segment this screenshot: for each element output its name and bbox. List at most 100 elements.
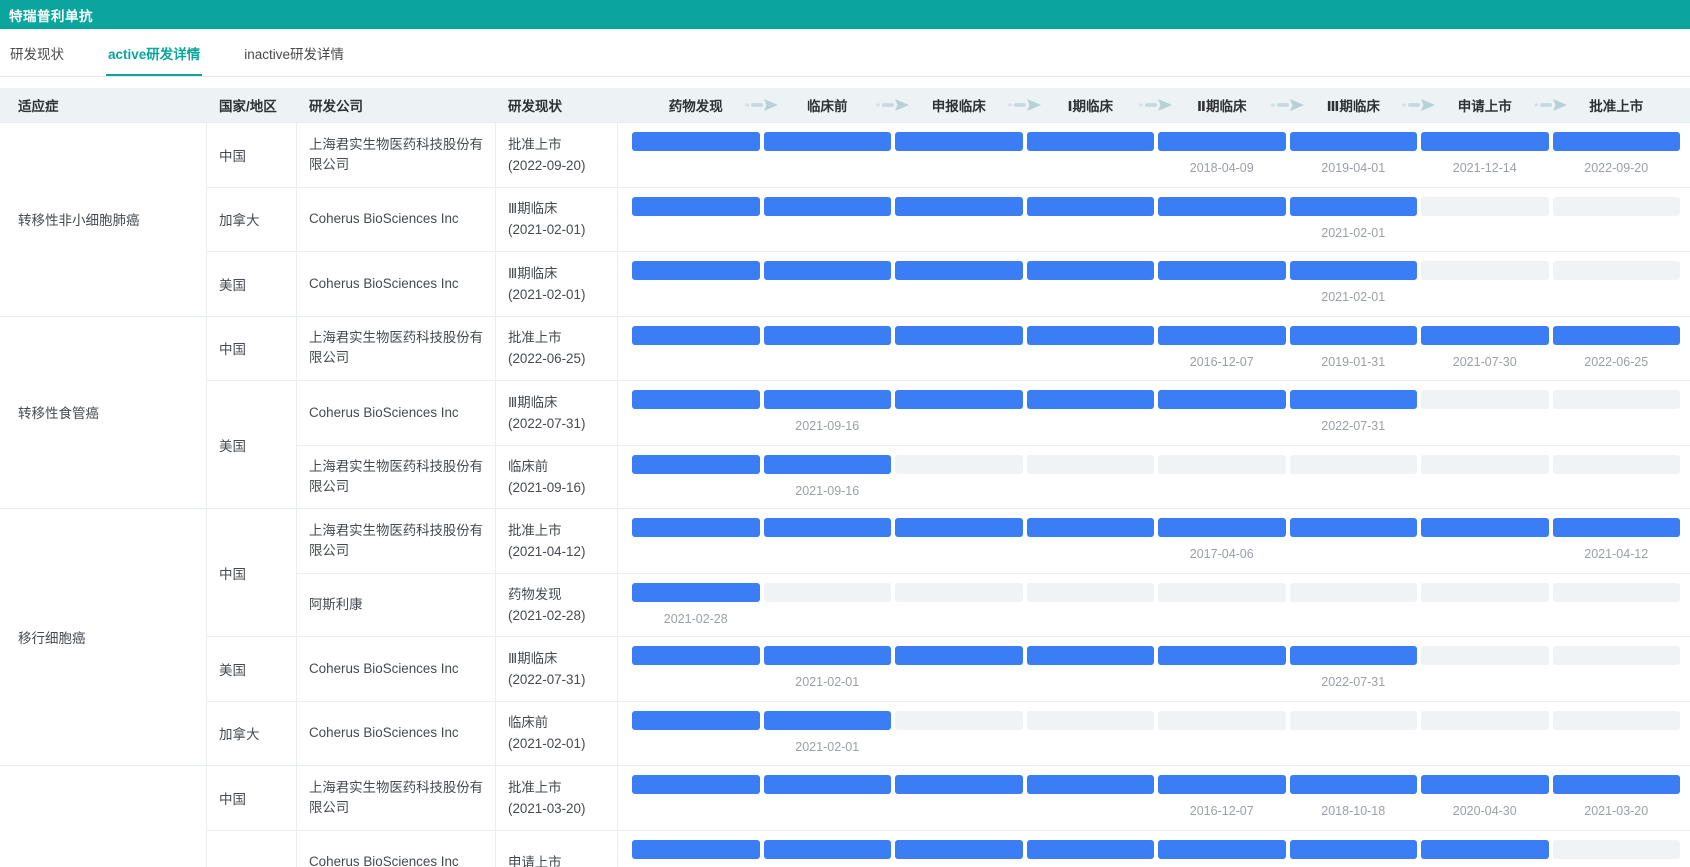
- stage-bar-6: [1289, 454, 1417, 474]
- stage-bar-2: [763, 132, 891, 151]
- stage-bar-2: [763, 196, 891, 216]
- stage-bar-4: [1026, 775, 1154, 794]
- table-row: 上海君实生物医药科技股份有限公司 批准上市 (2022-06-25) 2016-12-…: [297, 316, 1690, 381]
- stage-bars: [630, 839, 1682, 859]
- stage-dates: 2021-02-01: [630, 290, 1682, 306]
- company-name: 上海君实生物医药科技股份有限公司: [309, 458, 484, 494]
- col-header-country: 国家/地区: [219, 99, 277, 114]
- company-cell: 上海君实生物医药科技股份有限公司: [297, 509, 496, 573]
- status-date: (2021-03-20): [508, 800, 586, 816]
- stage-bars: [630, 261, 1682, 280]
- status-date: (2021-02-01): [508, 222, 586, 238]
- company-cell: Coherus BioSciences Inc: [297, 830, 496, 867]
- country-block: Coherus BioSciences Inc 申请上市: [207, 829, 1690, 867]
- stage-bar-1: [632, 454, 760, 474]
- stage-arrow-icon: [876, 99, 909, 111]
- group-rows: 中国 上海君实生物医药科技股份有限公司 批准上市 (2021-04-12) 2017-0…: [207, 509, 1690, 765]
- stage-header-label: Ⅲ期临床: [1326, 99, 1380, 114]
- tab-active-rd-detail[interactable]: active研发详情: [106, 43, 203, 76]
- indication-cell: [0, 766, 207, 867]
- stage-bar-2: [763, 710, 891, 730]
- stage-arrow-icon: [1139, 99, 1173, 112]
- stage-bar-5: [1158, 646, 1286, 665]
- stage-dates: 2021-02-01: [630, 226, 1682, 242]
- stage-date-label: 2017-04-06: [1189, 547, 1254, 561]
- stage-dates: 2021-02-01 2022-07-31: [630, 675, 1682, 691]
- stage-date-label: 2016-12-07: [1189, 804, 1254, 818]
- country-rows: Coherus BioSciences Inc Ⅲ期临床 (2021-02-01) 2…: [297, 187, 1690, 251]
- stage-bars: [630, 454, 1682, 474]
- stage-date-label: 2022-09-20: [1584, 161, 1649, 175]
- stage-date-label: 2016-12-07: [1189, 354, 1254, 369]
- stage-header-label: 申报临床: [931, 99, 986, 114]
- stage-bar-4: [1026, 196, 1154, 216]
- stage-date-label: 2021-02-01: [1321, 225, 1386, 240]
- country-rows: 上海君实生物医药科技股份有限公司 批准上市 (2021-03-20) 2016-12-…: [297, 766, 1690, 830]
- stage-progress-chart: 2016-12-07 2019-01-31 2021-07-30 2022-06-25: [618, 317, 1690, 381]
- country-block: 中国 上海君实生物医药科技股份有限公司 批准上市 (2022-09-20) 2018-0…: [207, 123, 1690, 187]
- country-block: 加拿大 Coherus BioSciences Inc 临床前 (2021-02-01…: [207, 700, 1690, 766]
- company-cell: 阿斯利康: [297, 573, 496, 636]
- stage-bar-5: [1158, 518, 1286, 537]
- stage-bar-4: [1026, 646, 1154, 665]
- country-block: 美国 Coherus BioSciences Inc Ⅲ期临床 (2021-02-01…: [207, 251, 1690, 316]
- country-cell: 加拿大: [207, 187, 297, 251]
- status-date: (2021-02-28): [508, 607, 586, 623]
- country-rows: Coherus BioSciences Inc Ⅲ期临床 (2022-07-31) 2…: [297, 637, 1690, 701]
- stage-progress-chart: 2016-12-07 2018-10-18 2020-04-30 2021-03-20: [618, 766, 1690, 830]
- stage-bar-2: [763, 518, 891, 537]
- stage-bar-1: [632, 390, 760, 409]
- country-cell: 美国: [207, 252, 297, 316]
- status-date: (2022-07-31): [508, 671, 586, 687]
- stage-arrow-icon: [1533, 99, 1568, 112]
- stage-arrow-icon: [1270, 99, 1304, 111]
- stage-bar-6: [1289, 775, 1417, 794]
- stage-date-label: 2021-09-16: [795, 419, 860, 433]
- stage-date-label: 2022-07-31: [1321, 419, 1386, 433]
- country-block: 中国 上海君实生物医药科技股份有限公司 批准上市 (2022-06-25) 2016-1…: [207, 316, 1690, 381]
- stage-bar-4: [1026, 710, 1154, 730]
- indication-group: 移行细胞癌 中国 上海君实生物医药科技股份有限公司 批准上市 (2021-04-12) 2…: [0, 508, 1690, 765]
- col-header-status: 研发现状: [508, 99, 562, 114]
- stage-arrow-icon: [1139, 99, 1172, 111]
- status-stage: 临床前: [508, 715, 549, 731]
- stage-date-label: 2021-02-01: [1321, 290, 1386, 304]
- stage-bar-8: [1552, 132, 1680, 151]
- table-row: Coherus BioSciences Inc Ⅲ期临床 (2022-07-31) 2…: [297, 637, 1690, 701]
- stage-bar-1: [632, 710, 760, 730]
- stage-bar-7: [1421, 710, 1549, 730]
- stage-bar-8: [1552, 261, 1680, 280]
- stage-bar-7: [1421, 261, 1549, 280]
- status-date: (2021-04-12): [508, 543, 586, 559]
- stage-bar-2: [763, 582, 891, 602]
- table-row: 上海君实生物医药科技股份有限公司 批准上市 (2022-09-20) 2018-04-…: [297, 123, 1690, 187]
- company-cell: Coherus BioSciences Inc: [297, 637, 496, 701]
- tab-rd-status[interactable]: 研发现状: [10, 47, 64, 62]
- stage-bar-4: [1026, 390, 1154, 409]
- stage-date-label: 2018-04-09: [1189, 161, 1254, 175]
- stage-header-cell: 申请上市: [1402, 88, 1551, 122]
- stage-bar-4: [1026, 261, 1154, 280]
- status-cell: 批准上市 (2021-04-12): [496, 509, 618, 573]
- stage-bar-4: [1026, 518, 1154, 537]
- table-row: Coherus BioSciences Inc Ⅲ期临床 (2021-02-01) 2…: [297, 252, 1690, 316]
- company-cell: Coherus BioSciences Inc: [297, 187, 496, 251]
- stage-progress-chart: 2021-02-01: [618, 702, 1690, 766]
- stage-header-label: 临床前: [807, 99, 848, 114]
- stage-arrow-icon: [1007, 99, 1042, 112]
- stage-bars: [630, 646, 1682, 665]
- country-block: 中国 上海君实生物医药科技股份有限公司 批准上市 (2021-03-20) 2016-1…: [207, 766, 1690, 830]
- stage-bar-8: [1552, 518, 1680, 537]
- stage-bar-4: [1026, 325, 1154, 345]
- stage-bars: [630, 582, 1682, 602]
- col-header-indication: 适应症: [18, 99, 59, 114]
- stage-bar-4: [1026, 132, 1154, 151]
- tab-inactive-rd-detail[interactable]: inactive研发详情: [244, 47, 345, 62]
- table-row: 上海君实生物医药科技股份有限公司 批准上市 (2021-04-12) 2017-04-…: [297, 509, 1690, 573]
- stage-bar-2: [763, 454, 891, 474]
- country-rows: 上海君实生物医药科技股份有限公司 批准上市 (2021-04-12) 2017-04-…: [297, 509, 1690, 636]
- stage-bar-3: [895, 775, 1023, 794]
- stage-arrow-icon: [1402, 99, 1436, 112]
- status-cell: Ⅲ期临床 (2022-07-31): [496, 381, 618, 445]
- stage-bar-3: [895, 261, 1023, 280]
